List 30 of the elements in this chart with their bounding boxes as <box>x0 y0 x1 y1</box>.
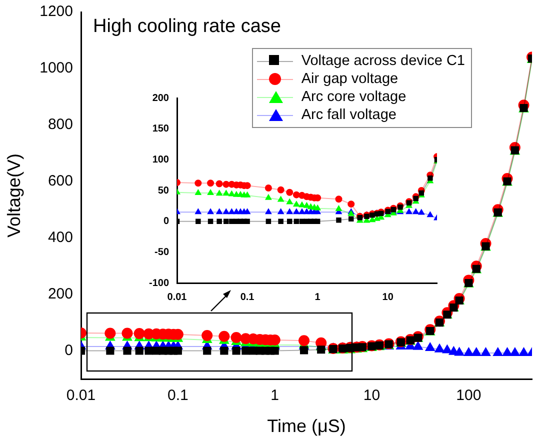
y-tick-label: 600 <box>48 172 73 190</box>
x-tick-label: 10 <box>363 387 380 404</box>
y-tick-label: -100 <box>148 278 170 289</box>
x-tick-label: 0.01 <box>167 292 188 303</box>
y-tick-label: 0 <box>163 216 170 228</box>
legend-label: Arc core voltage <box>301 89 406 105</box>
legend-label: Air gap voltage <box>301 71 398 87</box>
x-tick-label: 100 <box>456 387 482 404</box>
legend-label: Arc fall voltage <box>301 107 396 123</box>
y-tick-label: 200 <box>48 285 73 302</box>
x-tick-label: 0.01 <box>66 387 96 404</box>
y-tick-label: 800 <box>48 116 73 134</box>
x-tick-label: 10 <box>382 292 394 303</box>
y-axis-title: Voltage(V) <box>4 153 24 238</box>
x-tick-label: 1 <box>270 387 280 404</box>
y-tick-label: 100 <box>152 154 170 166</box>
x-axis-title: Time (μS) <box>267 416 346 436</box>
legend-label: Voltage across device C1 <box>301 53 465 69</box>
chart-title: High cooling rate case <box>93 16 281 38</box>
y-tick-label: 50 <box>158 185 170 196</box>
y-tick-label: 1000 <box>40 60 73 77</box>
y-tick-label: -50 <box>154 246 170 258</box>
y-tick-label: 400 <box>48 228 73 246</box>
y-tick-label: 200 <box>152 92 170 104</box>
y-tick-label: 1200 <box>40 3 73 20</box>
y-tick-label: 150 <box>152 124 170 135</box>
x-tick-label: 0.1 <box>167 387 188 404</box>
x-tick-label: 1 <box>314 292 321 303</box>
y-tick-label: 0 <box>64 342 73 359</box>
x-tick-label: 0.1 <box>240 292 255 303</box>
